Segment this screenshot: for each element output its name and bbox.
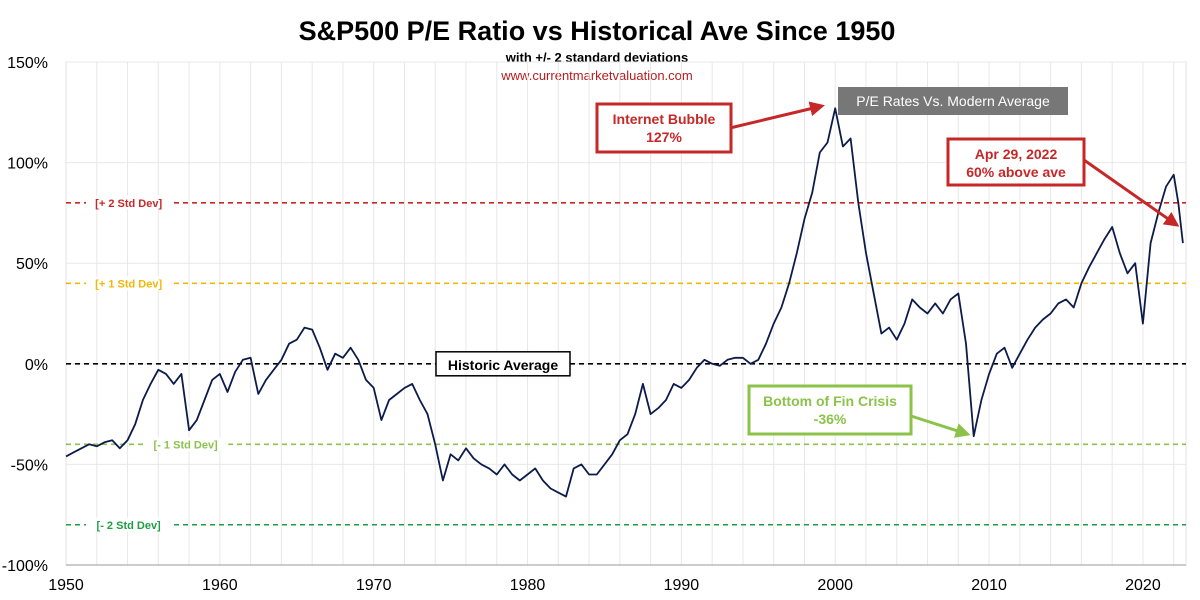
y-tick-label: 100% (7, 156, 48, 173)
annotation-text: 127% (646, 129, 682, 145)
band-label-bg (143, 437, 229, 452)
annotation-text: Internet Bubble (613, 111, 716, 127)
axes: 1950 1960 1970 1980 1990 2000 2010 2020 150% 100%… (2, 55, 1186, 594)
annotation-text: 60% above ave (966, 164, 1066, 180)
legend-box (838, 87, 1068, 115)
y-tick-label: -100% (2, 558, 48, 575)
x-tick-label: 1980 (510, 577, 546, 594)
legend: P/E Rates Vs. Modern Average (838, 87, 1068, 115)
band-label-bg (86, 195, 172, 210)
annotation-text: Apr 29, 2022 (975, 146, 1058, 162)
y-tick-label: 0% (25, 357, 48, 374)
annotation-text: -36% (814, 411, 847, 427)
band-label-bg (86, 517, 172, 532)
reference-lines: [+ 2 Std Dev] [+ 1 Std Dev] [- 1 Std Dev] [… (66, 195, 1186, 532)
y-tick-label: -50% (11, 457, 48, 474)
x-tick-label: 1950 (48, 577, 84, 594)
annotation-box (747, 384, 913, 436)
x-tick-label: 1970 (356, 577, 392, 594)
series-layer (65, 107, 1184, 498)
series-line (65, 107, 1184, 498)
band-label: [+ 1 Std Dev] (95, 278, 162, 290)
annotations: Internet Bubble 127% Apr 29, 2022 60% above… (595, 101, 1180, 438)
annotation-arrow (910, 414, 971, 438)
x-tick-label: 2010 (971, 577, 1007, 594)
band-label: [- 2 Std Dev] (97, 520, 162, 532)
x-tick-label: 2000 (817, 577, 853, 594)
x-tick-label: 1990 (664, 577, 700, 594)
annotation-box (946, 137, 1086, 187)
chart-title: S&P500 P/E Ratio vs Historical Ave Since… (299, 16, 896, 46)
x-tick-label: 2020 (1125, 577, 1161, 594)
annotation-arrow (729, 101, 825, 130)
chart-subtitle: with +/- 2 standard deviations (505, 50, 688, 65)
legend-label: P/E Rates Vs. Modern Average (856, 93, 1050, 109)
band-label: [+ 2 Std Dev] (95, 198, 162, 210)
band-label: [- 1 Std Dev] (154, 439, 219, 451)
chart-source: www.currentmarketvaluation.com (500, 68, 692, 83)
annotation-box (595, 102, 733, 154)
annotation-text: Bottom of Fin Crisis (763, 393, 897, 409)
historic-average-label: Historic Average (448, 357, 558, 373)
y-tick-label: 50% (16, 256, 48, 273)
band-label-bg (86, 276, 172, 291)
x-tick-label: 1960 (202, 577, 238, 594)
y-tick-label: 150% (7, 55, 48, 72)
historic-average-box (435, 351, 571, 377)
annotation-arrow (1083, 158, 1180, 227)
